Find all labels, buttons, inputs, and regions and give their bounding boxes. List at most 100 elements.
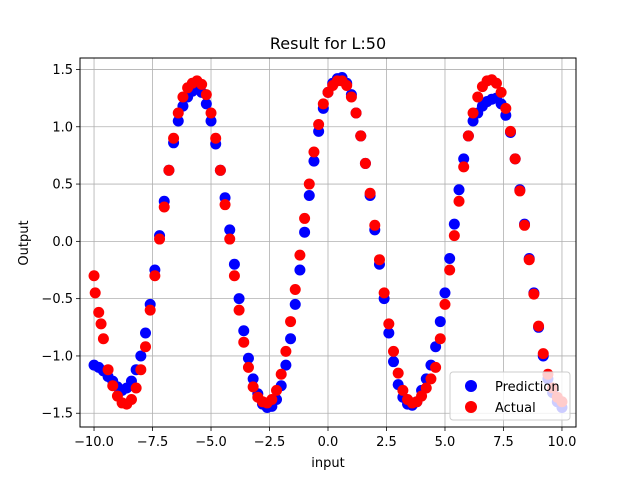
- prediction-point: [200, 98, 212, 110]
- actual-point: [172, 107, 184, 119]
- actual-point: [285, 316, 297, 328]
- actual-point: [388, 345, 400, 357]
- prediction-point: [453, 184, 465, 196]
- actual-point: [434, 333, 446, 345]
- legend-box: [449, 371, 571, 421]
- actual-point: [158, 201, 170, 213]
- prediction-point: [228, 258, 240, 270]
- chart-title: Result for L:50: [270, 34, 386, 53]
- actual-point: [97, 333, 109, 345]
- prediction-point: [280, 359, 292, 371]
- actual-point: [247, 381, 259, 393]
- legend-marker-prediction: [465, 380, 477, 392]
- legend-label-actual: Actual: [495, 401, 536, 416]
- prediction-point: [439, 287, 451, 299]
- actual-point: [439, 298, 451, 310]
- actual-point: [271, 384, 283, 396]
- data-points: [88, 71, 568, 414]
- actual-point: [537, 348, 549, 360]
- actual-point: [500, 102, 512, 114]
- x-tick-label: 2.5: [376, 435, 397, 450]
- actual-point: [430, 361, 442, 373]
- actual-point: [359, 157, 371, 169]
- actual-point: [125, 394, 137, 405]
- prediction-point: [294, 264, 306, 276]
- actual-point: [392, 367, 404, 379]
- prediction-point: [444, 253, 456, 265]
- actual-point: [303, 178, 315, 190]
- x-tick-label: 0.0: [318, 435, 339, 450]
- x-tick-label: −7.5: [137, 435, 169, 450]
- prediction-point: [303, 190, 315, 202]
- legend: Prediction Actual: [449, 371, 571, 421]
- actual-point: [238, 336, 250, 348]
- actual-point: [294, 249, 306, 261]
- actual-point: [458, 161, 470, 173]
- prediction-point: [140, 327, 152, 339]
- actual-point: [214, 164, 226, 176]
- actual-point: [140, 341, 152, 353]
- legend-marker-actual: [465, 401, 477, 413]
- prediction-point: [233, 293, 245, 305]
- actual-point: [472, 91, 484, 103]
- actual-point: [177, 91, 189, 103]
- actual-point: [378, 287, 390, 299]
- prediction-point: [205, 115, 217, 127]
- x-tick-label: −2.5: [254, 435, 286, 450]
- actual-point: [95, 318, 107, 330]
- actual-point: [205, 107, 217, 119]
- prediction-point: [448, 218, 460, 230]
- x-tick-label: −10.0: [74, 435, 114, 450]
- actual-point: [397, 384, 409, 396]
- actual-point: [233, 304, 245, 316]
- actual-point: [364, 187, 376, 199]
- y-tick-label: −1.0: [41, 349, 73, 364]
- y-axis-label: Output: [17, 220, 32, 265]
- actual-point: [533, 320, 545, 332]
- actual-point: [462, 130, 474, 142]
- x-axis-label: input: [311, 456, 344, 471]
- legend-label-prediction: Prediction: [495, 380, 560, 395]
- actual-point: [275, 368, 287, 380]
- y-tick-label: 1.5: [52, 63, 73, 78]
- actual-point: [345, 91, 357, 103]
- actual-point: [154, 233, 166, 245]
- actual-point: [528, 288, 540, 300]
- actual-point: [519, 219, 531, 231]
- actual-point: [228, 270, 240, 282]
- actual-point: [467, 107, 479, 119]
- prediction-point: [289, 298, 301, 310]
- actual-point: [289, 283, 301, 295]
- actual-point: [490, 77, 502, 89]
- actual-point: [514, 185, 526, 197]
- actual-point: [313, 118, 325, 130]
- actual-point: [144, 304, 156, 316]
- actual-point: [163, 164, 175, 176]
- actual-point: [93, 306, 105, 318]
- actual-point: [453, 195, 465, 207]
- prediction-point: [242, 352, 254, 364]
- prediction-point: [458, 153, 470, 165]
- actual-point: [448, 230, 460, 242]
- prediction-point: [247, 373, 259, 385]
- prediction-point: [308, 155, 320, 167]
- y-tick-label: −1.5: [41, 407, 73, 422]
- actual-point: [280, 345, 292, 357]
- actual-point: [416, 390, 428, 402]
- prediction-point: [430, 341, 442, 353]
- prediction-point: [299, 226, 311, 238]
- actual-point: [224, 233, 236, 245]
- actual-point: [102, 364, 114, 376]
- x-tick-label: 10.0: [547, 435, 576, 450]
- actual-point: [130, 382, 142, 394]
- actual-point: [383, 318, 395, 330]
- actual-point: [242, 361, 254, 373]
- actual-point: [495, 86, 507, 98]
- actual-point: [88, 270, 100, 282]
- y-tick-label: 1.0: [52, 120, 73, 135]
- actual-point: [504, 125, 516, 137]
- prediction-point: [467, 115, 479, 127]
- actual-point: [135, 364, 147, 376]
- actual-point: [425, 373, 437, 385]
- x-tick-label: 7.5: [493, 435, 514, 450]
